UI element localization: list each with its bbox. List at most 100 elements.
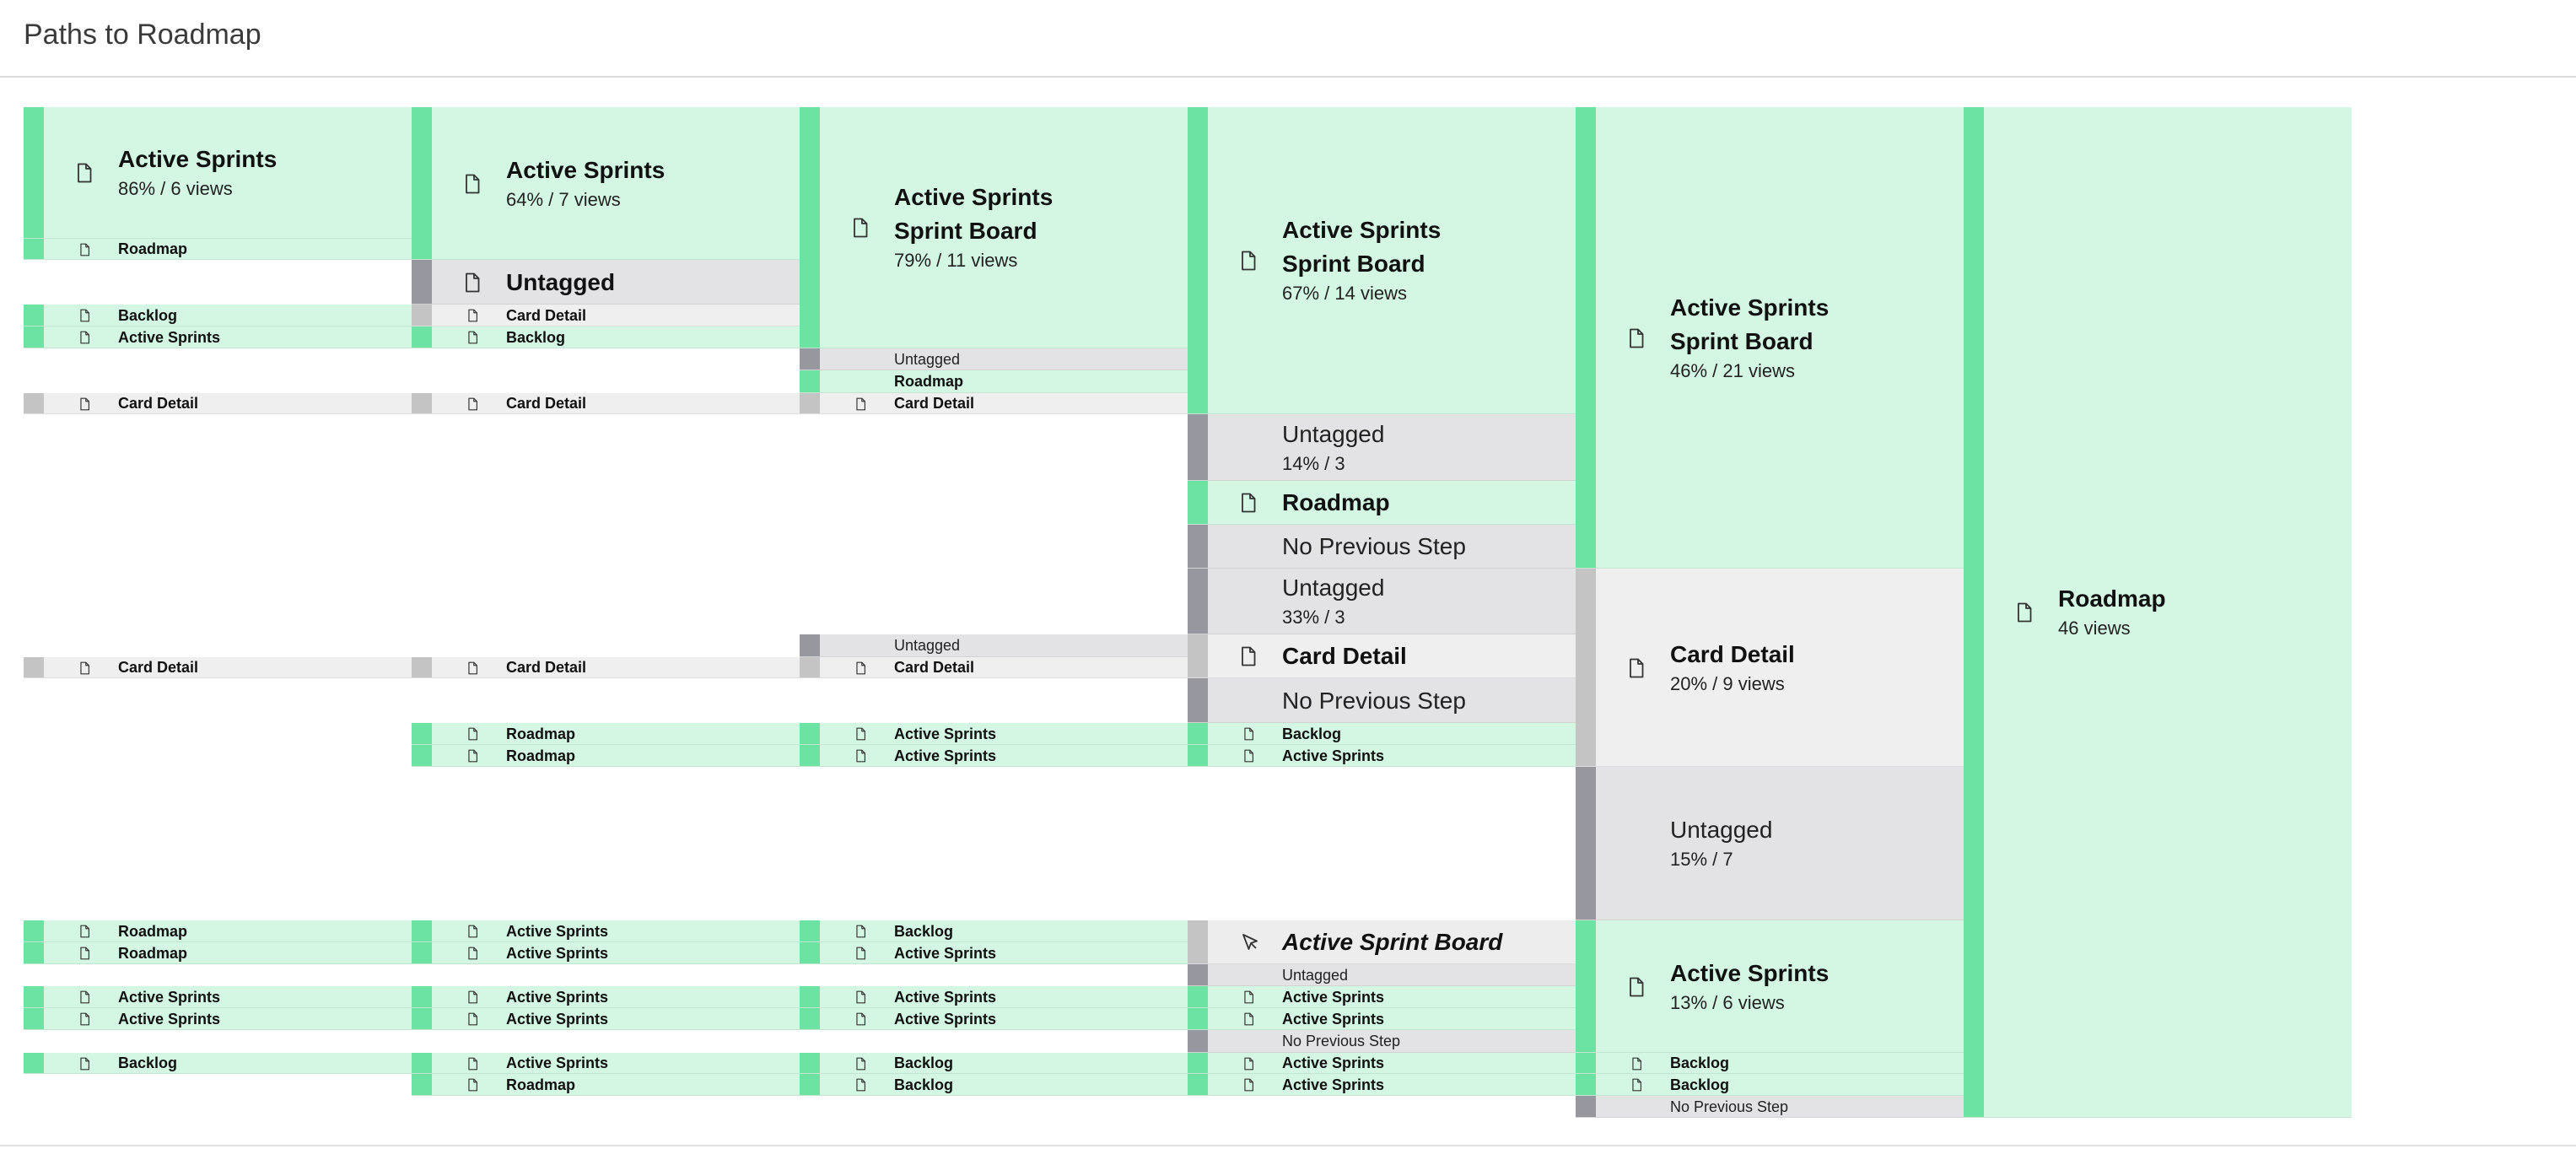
node-color-bar <box>800 348 820 370</box>
path-node[interactable]: Active Sprints <box>800 745 1188 767</box>
node-label: Roadmap <box>1282 489 1390 515</box>
path-node[interactable]: Roadmap <box>800 370 1188 393</box>
path-node[interactable]: Backlog <box>1188 723 1576 745</box>
path-node[interactable]: Active Sprints Sprint Board 67% / 14 views <box>1188 107 1576 414</box>
path-node[interactable]: Active Sprints 13% / 6 views <box>1576 920 1964 1053</box>
node-color-bar <box>1188 634 1208 677</box>
untagged-node[interactable]: Untagged 33% / 3 <box>1188 569 1576 634</box>
path-node[interactable]: Backlog <box>800 1074 1188 1096</box>
path-node[interactable]: Backlog <box>24 305 412 326</box>
path-node[interactable]: Active Sprints Sprint Board 79% / 11 views <box>800 107 1188 348</box>
page-title: Paths to Roadmap <box>24 19 261 51</box>
node-color-bar <box>800 986 820 1007</box>
path-node[interactable]: Roadmap <box>412 1074 800 1096</box>
untagged-node[interactable]: No Previous Step <box>1188 1030 1576 1053</box>
page-icon <box>1631 1057 1642 1073</box>
path-node[interactable]: Active Sprints <box>24 326 412 348</box>
untagged-node[interactable]: Untagged 15% / 7 <box>1576 767 1964 920</box>
path-node[interactable]: Active Sprints <box>24 986 412 1008</box>
path-node[interactable]: Roadmap <box>1188 481 1576 525</box>
path-node[interactable]: Active Sprints <box>800 723 1188 745</box>
detail-node[interactable]: Card Detail <box>1188 634 1576 678</box>
page-icon <box>467 661 478 677</box>
page-icon <box>1243 1078 1254 1095</box>
page-icon <box>467 990 478 1007</box>
node-color-bar <box>24 986 44 1007</box>
untagged-node[interactable]: Untagged <box>1188 964 1576 986</box>
untagged-node[interactable]: No Previous Step <box>1188 525 1576 569</box>
path-node[interactable]: Active Sprints <box>412 920 800 942</box>
path-node[interactable]: Backlog <box>1576 1074 1964 1096</box>
node-color-bar <box>800 370 820 392</box>
node-label: Card Detail <box>506 307 587 324</box>
detail-node[interactable]: Card Detail <box>24 657 412 678</box>
node-color-bar <box>800 1074 820 1095</box>
untagged-node[interactable]: No Previous Step <box>1188 678 1576 723</box>
path-node[interactable]: Backlog <box>24 1053 412 1074</box>
node-label: Active Sprints <box>1282 1011 1385 1028</box>
page-icon <box>855 397 866 413</box>
page-icon <box>855 749 866 766</box>
path-node[interactable]: Roadmap <box>412 745 800 767</box>
node-label: Roadmap <box>118 945 188 962</box>
detail-node[interactable]: Card Detail <box>412 657 800 678</box>
page-icon <box>1243 1012 1254 1029</box>
path-node[interactable]: Active Sprints <box>800 1008 1188 1030</box>
untagged-node[interactable]: Untagged 14% / 3 <box>1188 414 1576 481</box>
node-label: Untagged <box>1282 967 1349 984</box>
path-node[interactable]: Roadmap <box>24 920 412 942</box>
path-node[interactable]: Active Sprints <box>800 942 1188 964</box>
path-node[interactable]: Roadmap 46 views <box>1964 107 2352 1118</box>
path-node[interactable]: Active Sprints <box>1188 986 1576 1008</box>
path-node[interactable]: Roadmap <box>24 942 412 964</box>
node-color-bar <box>1964 107 1984 1117</box>
path-node[interactable]: Roadmap <box>24 239 412 260</box>
path-node[interactable]: Active Sprints <box>24 1008 412 1030</box>
path-node[interactable]: Backlog <box>800 1053 1188 1074</box>
path-node[interactable]: Active Sprints <box>1188 1053 1576 1074</box>
node-label: Active Sprints <box>118 329 221 346</box>
path-node[interactable]: Active Sprints <box>800 986 1188 1008</box>
path-node[interactable]: Active Sprints <box>412 986 800 1008</box>
untagged-node[interactable]: Untagged <box>412 260 800 305</box>
path-node[interactable]: Roadmap <box>412 723 800 745</box>
path-node[interactable]: Active Sprints <box>412 1008 800 1030</box>
page-icon <box>76 163 93 187</box>
page-icon <box>1628 977 1645 1001</box>
path-node[interactable]: Active Sprints <box>1188 1074 1576 1096</box>
path-node[interactable]: Active Sprints <box>412 942 800 964</box>
detail-node[interactable]: Card Detail <box>24 393 412 414</box>
node-stat: 67% / 14 views <box>1282 283 1407 304</box>
node-color-bar <box>412 657 432 677</box>
node-color-bar <box>1188 678 1208 722</box>
path-node[interactable]: Active Sprints <box>412 1053 800 1074</box>
detail-node[interactable]: Card Detail <box>800 393 1188 414</box>
path-node[interactable]: Backlog <box>800 920 1188 942</box>
event-node[interactable]: Active Sprint Board <box>1188 920 1576 964</box>
untagged-node[interactable]: No Previous Step <box>1576 1096 1964 1118</box>
path-node[interactable]: Active Sprints <box>1188 745 1576 767</box>
node-label: Backlog <box>1670 1055 1730 1071</box>
node-label: Roadmap <box>2058 585 2166 612</box>
path-node[interactable]: Backlog <box>412 326 800 348</box>
detail-node[interactable]: Card Detail <box>412 305 800 326</box>
node-label: Untagged <box>506 269 616 295</box>
node-label: Active Sprints <box>506 923 609 940</box>
untagged-node[interactable]: Untagged <box>800 348 1188 370</box>
path-node[interactable]: Active Sprints <box>1188 1008 1576 1030</box>
detail-node[interactable]: Card Detail <box>800 657 1188 678</box>
node-stat: 46% / 21 views <box>1670 360 1795 381</box>
untagged-node[interactable]: Untagged <box>800 634 1188 657</box>
node-label: Active Sprints <box>1670 294 1830 321</box>
path-node[interactable]: Active Sprints 64% / 7 views <box>412 107 800 260</box>
path-node[interactable]: Active Sprints 86% / 6 views <box>24 107 412 239</box>
page-icon <box>855 727 866 744</box>
node-label: Roadmap <box>118 240 188 257</box>
detail-node[interactable]: Card Detail 20% / 9 views <box>1576 569 1964 767</box>
node-color-bar <box>412 1053 432 1073</box>
path-node[interactable]: Active Sprints Sprint Board 46% / 21 views <box>1576 107 1964 569</box>
detail-node[interactable]: Card Detail <box>412 393 800 414</box>
path-node[interactable]: Backlog <box>1576 1053 1964 1074</box>
node-color-bar <box>1576 767 1596 920</box>
page-icon <box>852 218 869 242</box>
